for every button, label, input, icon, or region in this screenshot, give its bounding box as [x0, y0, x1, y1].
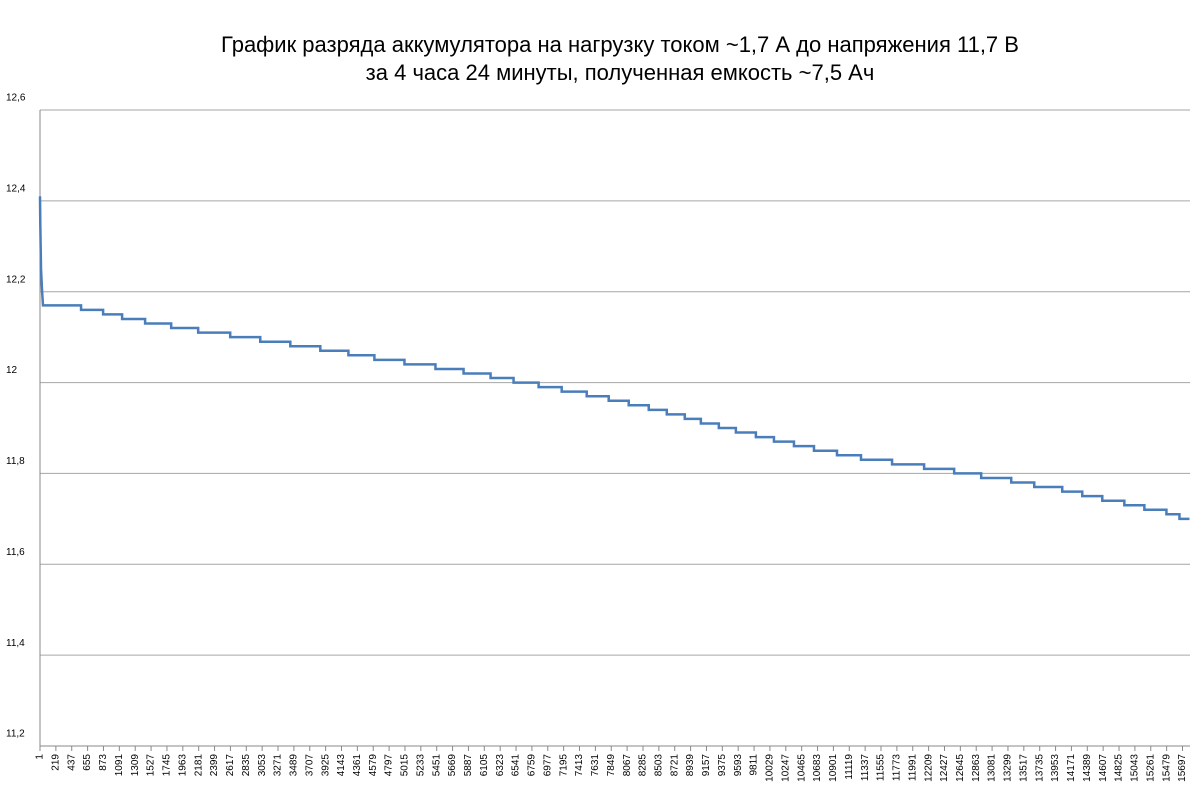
- x-tick-label: 12209: [923, 754, 934, 782]
- x-tick-label: 3925: [320, 754, 331, 777]
- x-tick-label: 1309: [130, 754, 141, 777]
- x-tick-label: 10683: [812, 754, 823, 782]
- x-tick-label: 2181: [193, 754, 204, 777]
- x-tick-label: 873: [98, 754, 109, 771]
- x-tick-label: 11555: [876, 754, 887, 782]
- x-tick-label: 14389: [1082, 754, 1093, 782]
- x-tick-label: 13299: [1003, 754, 1014, 782]
- y-tick-label: 12,2: [6, 274, 26, 285]
- x-tick-label: 3489: [289, 754, 300, 777]
- x-tick-label: 6541: [511, 754, 522, 777]
- x-tick-label: 6105: [479, 754, 490, 777]
- x-tick-label: 3271: [273, 754, 284, 777]
- x-tick-label: 1963: [177, 754, 188, 777]
- x-tick-label: 15261: [1145, 754, 1156, 782]
- y-tick-label: 12,4: [6, 183, 26, 194]
- x-tick-label: 2617: [225, 754, 236, 777]
- x-tick-label: 8285: [638, 754, 649, 777]
- x-tick-label: 7849: [606, 754, 617, 777]
- x-tick-label: 10465: [796, 754, 807, 782]
- x-tick-label: 1745: [162, 754, 173, 777]
- x-tick-label: 13953: [1050, 754, 1061, 782]
- x-tick-label: 11119: [844, 754, 855, 780]
- x-tick-label: 2835: [241, 754, 252, 777]
- y-tick-label: 12,6: [6, 93, 26, 104]
- y-tick-label: 11,6: [6, 547, 25, 558]
- x-tick-label: 7195: [558, 754, 569, 777]
- x-tick-label: 12863: [971, 754, 982, 782]
- x-tick-label: 4143: [336, 754, 347, 777]
- x-tick-label: 5451: [431, 754, 442, 777]
- x-tick-label: 13517: [1018, 754, 1029, 782]
- x-tick-label: 5015: [400, 754, 411, 777]
- x-tick-label: 10029: [765, 754, 776, 782]
- x-tick-label: 1: [35, 754, 46, 760]
- x-tick-label: 4797: [384, 754, 395, 777]
- x-tick-label: 6323: [495, 754, 506, 777]
- x-tick-label: 219: [51, 754, 62, 771]
- y-tick-label: 11,4: [6, 638, 25, 649]
- x-tick-label: 8939: [685, 754, 696, 777]
- x-tick-label: 15697: [1177, 754, 1188, 782]
- x-tick-label: 7413: [574, 754, 585, 777]
- x-tick-label: 11337: [860, 754, 871, 782]
- y-tick-label: 12: [6, 365, 18, 376]
- x-tick-label: 14825: [1114, 754, 1125, 782]
- x-tick-label: 12427: [939, 754, 950, 782]
- x-tick-label: 12645: [955, 754, 966, 782]
- y-tick-label: 11,8: [6, 456, 25, 467]
- x-tick-label: 10901: [828, 754, 839, 782]
- x-tick-label: 655: [82, 754, 93, 771]
- x-tick-label: 10247: [780, 754, 791, 782]
- x-tick-label: 3707: [304, 754, 315, 777]
- x-tick-label: 2399: [209, 754, 220, 777]
- x-tick-label: 5233: [415, 754, 426, 777]
- x-tick-label: 6759: [527, 754, 538, 777]
- x-tick-label: 14171: [1066, 754, 1077, 782]
- x-tick-label: 5887: [463, 754, 474, 777]
- chart-title: График разряда аккумулятора на нагрузку …: [221, 32, 1019, 57]
- x-tick-label: 11773: [892, 754, 903, 782]
- chart-title: за 4 часа 24 минуты, полученная емкость …: [366, 60, 875, 85]
- x-tick-label: 9811: [749, 754, 760, 776]
- x-tick-label: 6977: [542, 754, 553, 777]
- x-tick-label: 13735: [1034, 754, 1045, 782]
- x-tick-label: 1091: [114, 754, 125, 777]
- x-tick-label: 4579: [368, 754, 379, 777]
- data-line: [38, 196, 1190, 521]
- x-tick-label: 8067: [622, 754, 633, 777]
- x-tick-label: 11991: [907, 754, 918, 782]
- x-tick-label: 1527: [146, 754, 157, 777]
- x-tick-label: 5669: [447, 754, 458, 777]
- y-tick-label: 11,2: [6, 729, 25, 740]
- x-tick-label: 14607: [1098, 754, 1109, 782]
- x-tick-label: 9157: [701, 754, 712, 777]
- x-tick-label: 7631: [590, 754, 601, 777]
- x-tick-label: 9375: [717, 754, 728, 777]
- x-tick-label: 13081: [987, 754, 998, 782]
- x-tick-label: 15479: [1161, 754, 1172, 782]
- x-tick-label: 437: [66, 754, 77, 771]
- x-tick-label: 15043: [1130, 754, 1141, 782]
- x-tick-label: 8503: [653, 754, 664, 777]
- x-tick-label: 9593: [733, 754, 744, 777]
- x-tick-label: 8721: [669, 754, 680, 777]
- x-tick-label: 3053: [257, 754, 268, 777]
- x-tick-label: 4361: [352, 754, 363, 777]
